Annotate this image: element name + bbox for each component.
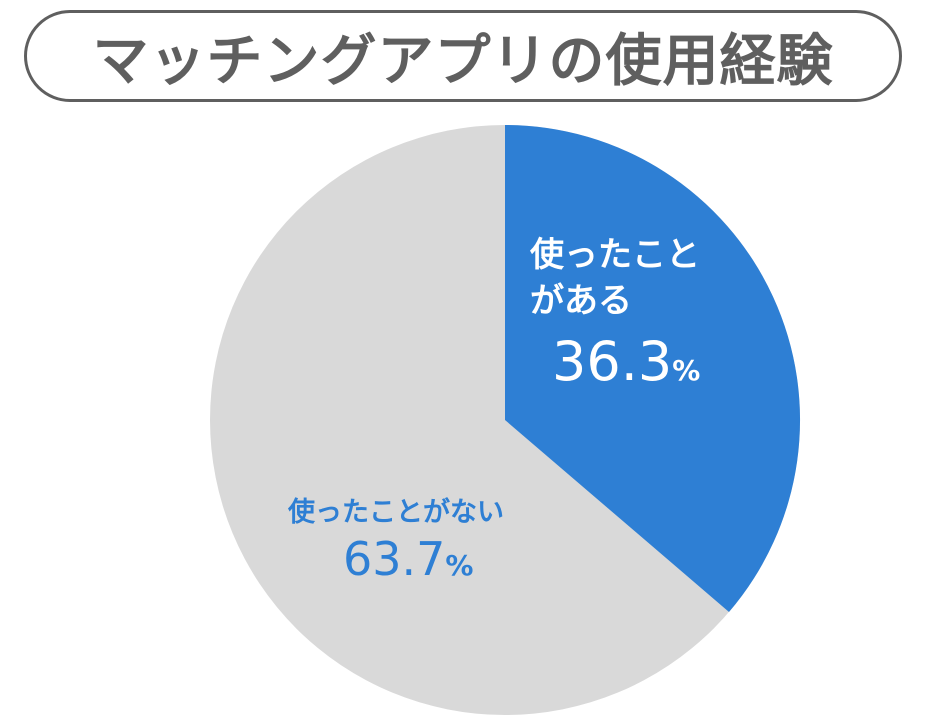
value-not-used-number: 63.7 [343, 532, 446, 586]
label-used-line1: 使ったこと [530, 235, 700, 275]
label-used-line2: がある [530, 281, 632, 321]
value-used-number: 36.3 [552, 330, 673, 393]
chart-title-box: マッチングアプリの使用経験 [24, 10, 902, 102]
value-not-used: 63.7% [343, 532, 473, 586]
chart-title: マッチングアプリの使用経験 [92, 28, 834, 94]
percent-sign: % [672, 354, 701, 387]
label-used: 使ったこと がある [530, 232, 700, 324]
slice-used [505, 125, 801, 612]
percent-sign: % [445, 549, 474, 582]
label-not-used: 使ったことがない [288, 497, 504, 528]
value-used: 36.3% [552, 330, 700, 393]
